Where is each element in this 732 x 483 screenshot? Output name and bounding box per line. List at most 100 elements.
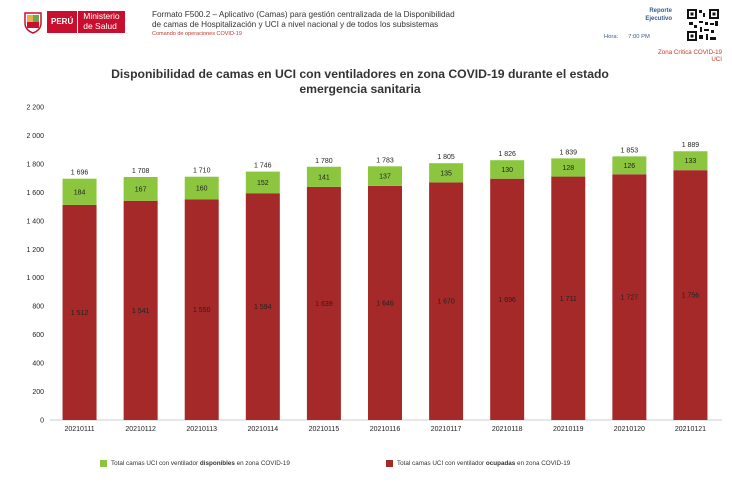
available-value-label: 128 xyxy=(562,165,574,172)
command-label: Comando de operaciones COVID-19 xyxy=(152,31,242,38)
ministry-line-1: Ministerio xyxy=(83,11,120,21)
x-tick-label: 20210118 xyxy=(492,426,523,433)
total-value-label: 1 783 xyxy=(376,157,394,164)
legend-item-available: Total camas UCI con ventilador disponibl… xyxy=(100,460,290,467)
available-value-label: 184 xyxy=(74,189,86,196)
chart-title-line-2: emergencia sanitaria xyxy=(299,81,421,96)
x-tick-label: 20210117 xyxy=(431,426,462,433)
y-tick-label: 1 000 xyxy=(26,275,44,282)
occupied-value-label: 1 646 xyxy=(376,300,394,307)
available-value-label: 152 xyxy=(257,180,269,187)
available-value-label: 133 xyxy=(685,158,697,165)
total-value-label: 1 889 xyxy=(682,142,700,149)
total-value-label: 1 839 xyxy=(560,149,578,156)
bar-occupied xyxy=(123,200,158,420)
y-tick-label: 400 xyxy=(32,361,44,368)
report-type: Reporte Ejecutivo xyxy=(610,8,672,23)
bar-available xyxy=(306,166,341,187)
y-tick-label: 1 200 xyxy=(26,247,44,254)
report-time: Hora: 7:00 PM xyxy=(604,34,650,40)
available-value-label: 135 xyxy=(440,170,452,177)
x-tick-label: 20210116 xyxy=(370,426,401,433)
legend-swatch-occupied xyxy=(386,460,393,467)
available-value-label: 167 xyxy=(135,186,147,193)
legend-item-occupied: Total camas UCI con ventilador ocupadas … xyxy=(386,460,570,467)
format-description: Formato F500.2 – Aplicativo (Camas) para… xyxy=(152,10,512,40)
legend-available-suffix: en zona COVID-19 xyxy=(234,460,290,467)
y-tick-label: 1 600 xyxy=(26,190,44,197)
bar-available xyxy=(673,151,708,171)
available-value-label: 126 xyxy=(624,163,636,170)
total-value-label: 1 710 xyxy=(193,168,211,175)
y-tick-label: 0 xyxy=(40,418,44,425)
bar-available xyxy=(551,158,586,177)
bar-occupied xyxy=(612,174,647,420)
legend-occupied-suffix: en zona COVID-19 xyxy=(515,460,571,467)
zone-line-1: Zona Crítica COVID-19 xyxy=(658,49,722,56)
ministry-label: Ministerio de Salud xyxy=(77,11,125,33)
qr-code-icon xyxy=(686,8,720,42)
available-value-label: 137 xyxy=(379,174,391,181)
total-value-label: 1 805 xyxy=(437,154,455,161)
bar-occupied xyxy=(62,204,97,420)
y-tick-label: 2 200 xyxy=(26,105,44,112)
x-tick-label: 20210121 xyxy=(675,426,706,433)
report-header: PERÚ Ministerio de Salud Formato F500.2 … xyxy=(0,0,732,63)
bar-available xyxy=(368,166,402,186)
bar-occupied xyxy=(184,199,219,420)
total-value-label: 1 780 xyxy=(315,158,333,165)
format-line-2: de camas de Hospitalización y UCI a nive… xyxy=(152,19,439,29)
hora-label: Hora: xyxy=(604,34,619,40)
occupied-value-label: 1 639 xyxy=(315,301,333,308)
available-value-label: 141 xyxy=(318,174,330,181)
report-line-2: Ejecutivo xyxy=(645,15,672,22)
bar-occupied xyxy=(551,176,586,420)
occupied-value-label: 1 594 xyxy=(254,304,272,311)
bar-occupied xyxy=(429,182,464,420)
x-tick-label: 20210120 xyxy=(614,426,645,433)
legend-available-bold: disponibles xyxy=(199,460,235,467)
legend-available-prefix: Total camas UCI con ventilador xyxy=(111,460,200,467)
format-line-1: Formato F500.2 – Aplicativo (Camas) para… xyxy=(152,10,455,19)
total-value-label: 1 708 xyxy=(132,168,150,175)
x-tick-label: 20210111 xyxy=(64,426,94,433)
report-line-1: Reporte xyxy=(649,8,672,14)
chart-title: Disponibilidad de camas en UCI con venti… xyxy=(80,67,640,96)
zone-label: Zona Crítica COVID-19 UCI xyxy=(610,49,722,63)
x-tick-label: 20210112 xyxy=(125,426,156,433)
occupied-value-label: 1 727 xyxy=(621,295,639,302)
available-value-label: 160 xyxy=(196,186,208,193)
peru-label: PERÚ xyxy=(47,11,78,33)
minsa-logo: PERÚ Ministerio de Salud xyxy=(22,10,142,34)
bar-available xyxy=(245,171,280,194)
total-value-label: 1 696 xyxy=(71,170,89,177)
bar-available xyxy=(490,160,525,179)
ministry-line-2: de Salud xyxy=(83,20,117,31)
y-tick-label: 800 xyxy=(32,304,44,311)
bar-occupied xyxy=(673,170,708,420)
occupied-value-label: 1 711 xyxy=(560,296,577,303)
y-tick-label: 2 000 xyxy=(26,133,44,140)
occupied-value-label: 1 550 xyxy=(193,307,211,314)
y-tick-label: 600 xyxy=(32,332,44,339)
x-tick-label: 20210119 xyxy=(553,426,584,433)
hora-value: 7:00 PM xyxy=(628,34,650,40)
occupied-value-label: 1 670 xyxy=(437,299,455,306)
occupied-value-label: 1 696 xyxy=(498,297,516,304)
bar-available xyxy=(184,176,219,200)
legend-swatch-available xyxy=(100,460,107,467)
bar-available xyxy=(62,178,97,205)
x-tick-label: 20210113 xyxy=(186,426,217,433)
legend-occupied-bold: ocupadas xyxy=(485,460,516,467)
bar-occupied xyxy=(368,185,402,420)
bar-available xyxy=(612,156,647,175)
x-tick-label: 20210115 xyxy=(309,426,340,433)
y-tick-label: 1 400 xyxy=(26,218,44,225)
bar-occupied xyxy=(306,186,341,420)
occupied-value-label: 1 756 xyxy=(682,293,700,300)
y-tick-label: 200 xyxy=(32,389,44,396)
zone-line-2: UCI xyxy=(711,56,722,63)
total-value-label: 1 853 xyxy=(621,147,639,154)
chart-title-line-1: Disponibilidad de camas en UCI con venti… xyxy=(111,67,609,81)
